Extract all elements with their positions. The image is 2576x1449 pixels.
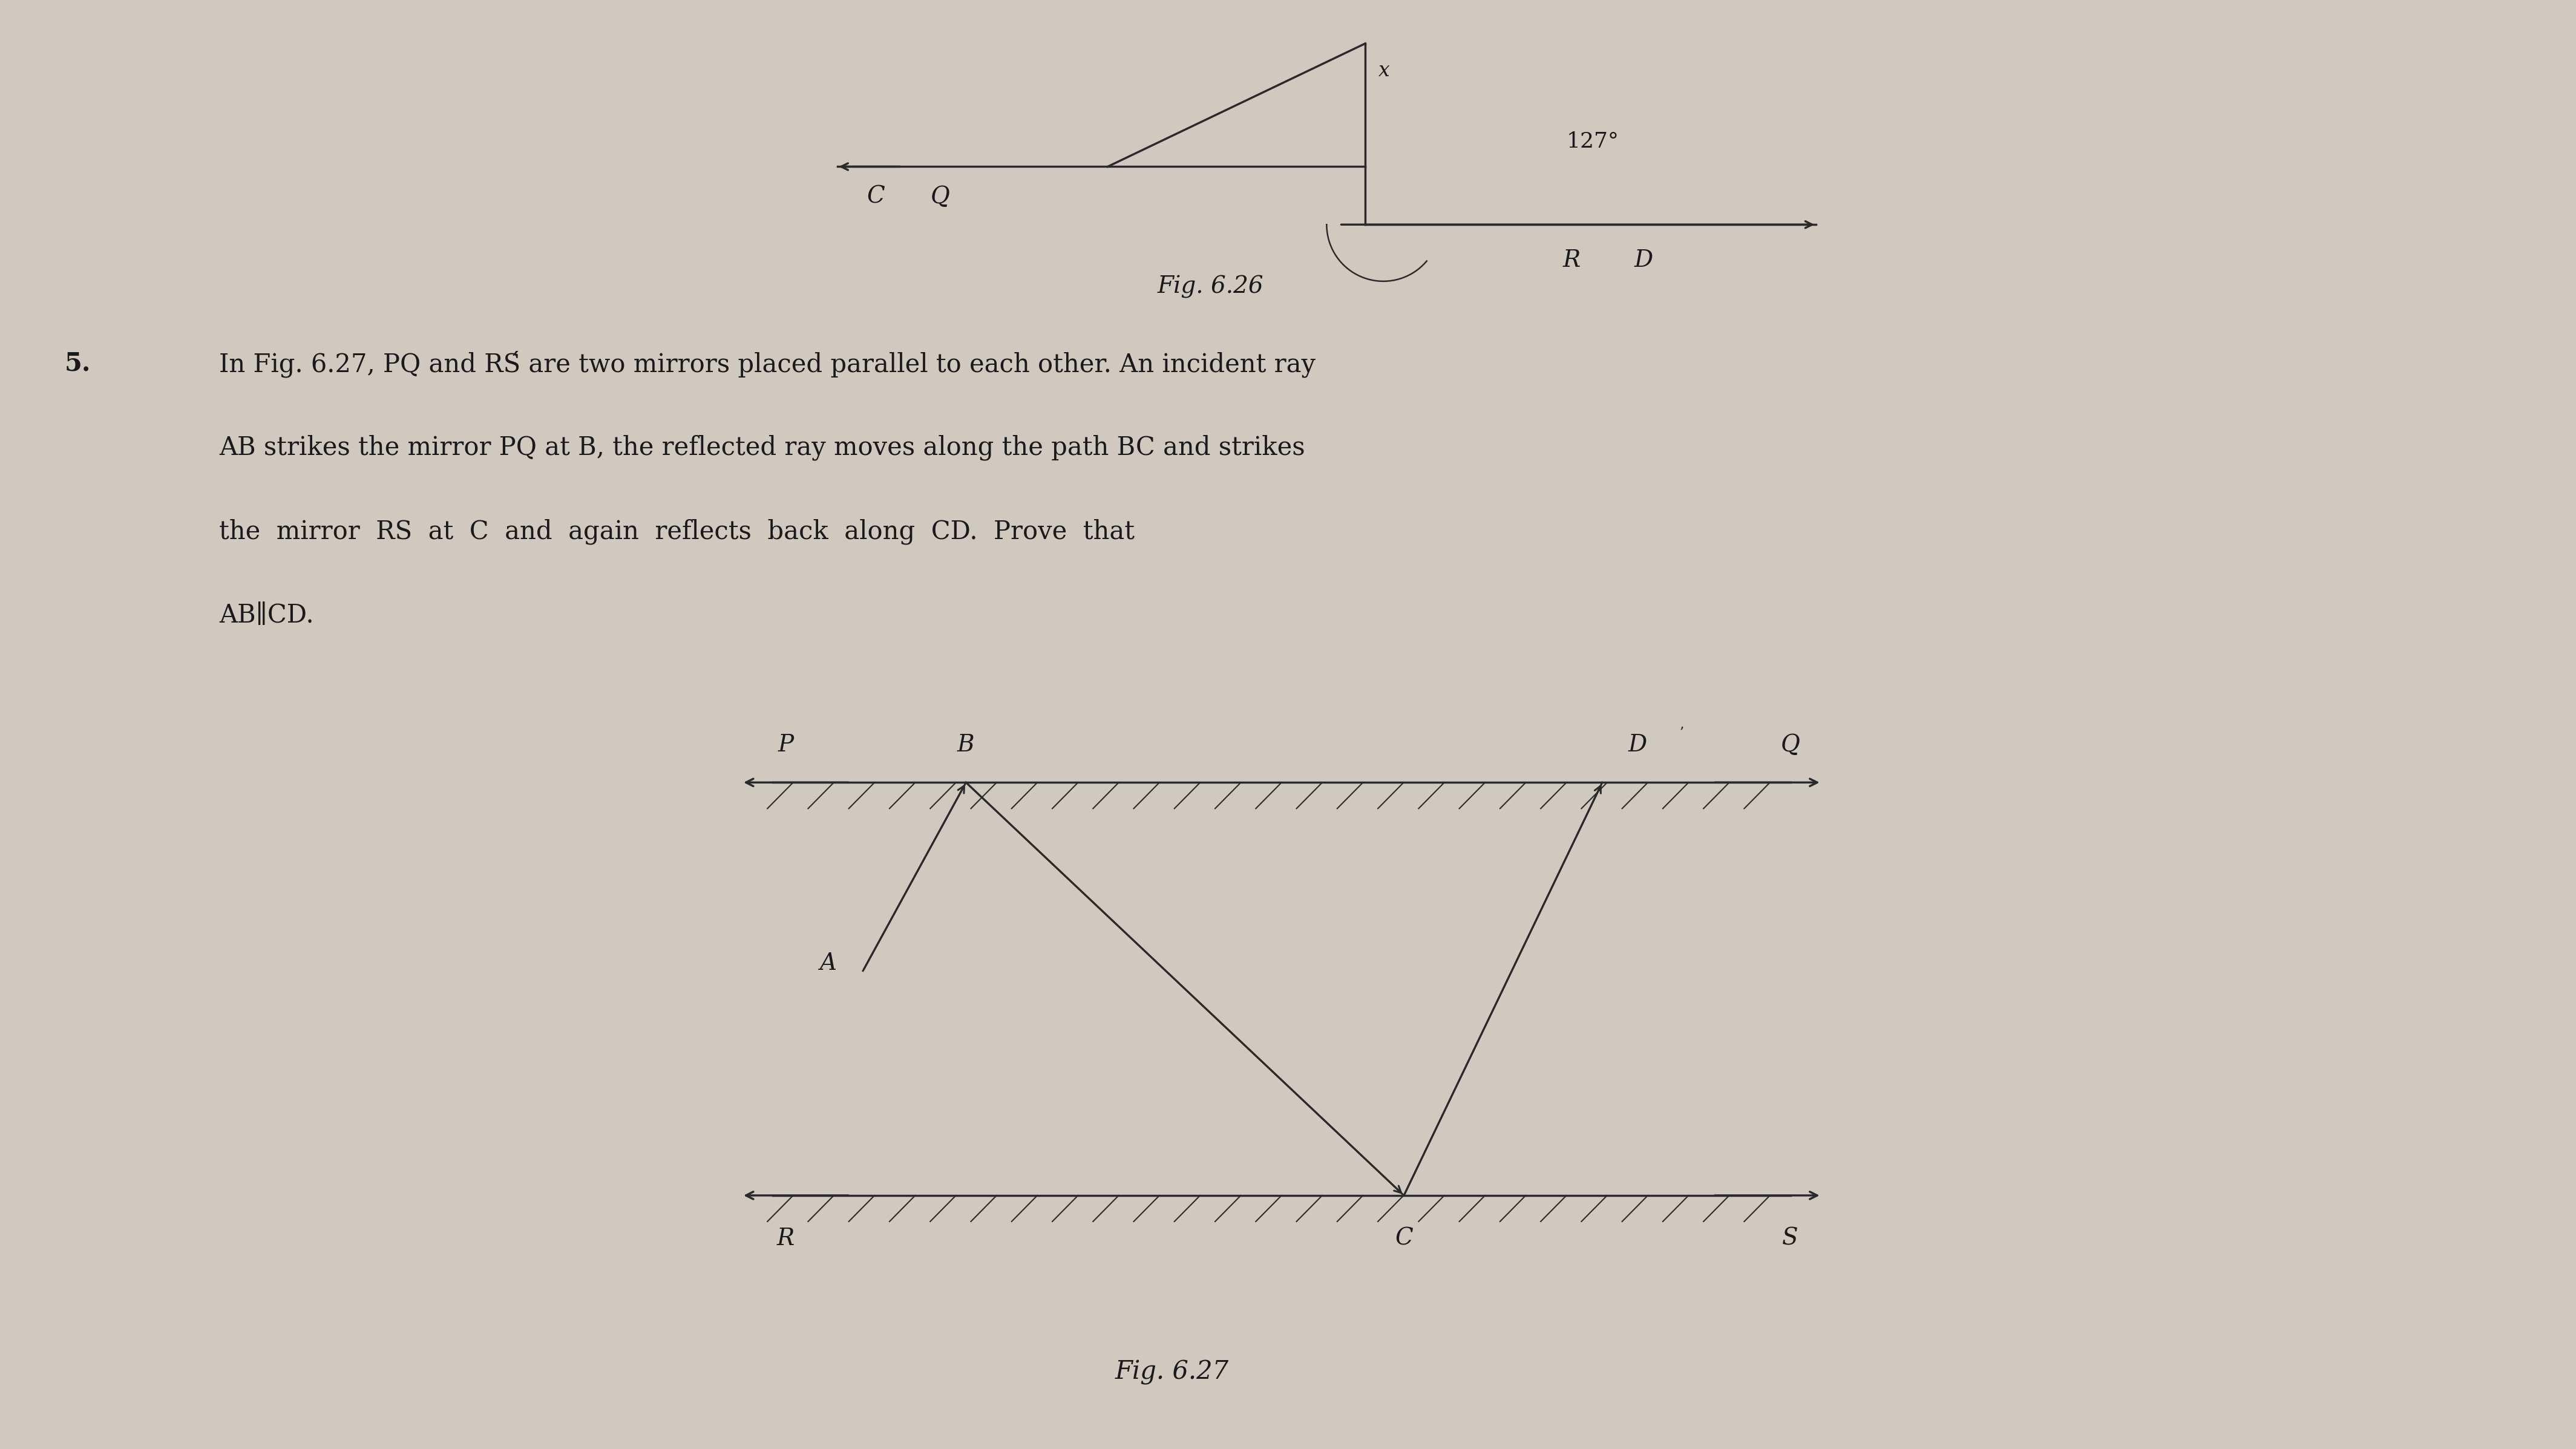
Text: C: C xyxy=(1396,1227,1412,1249)
Text: B: B xyxy=(958,735,974,756)
Text: AB strikes the mirror PQ at B, the reflected ray moves along the path BC and str: AB strikes the mirror PQ at B, the refle… xyxy=(219,435,1306,461)
Text: R: R xyxy=(778,1227,793,1249)
Text: C: C xyxy=(868,185,884,207)
Text: A: A xyxy=(819,952,837,975)
Text: 5.: 5. xyxy=(64,351,90,377)
Text: AB∥CD.: AB∥CD. xyxy=(219,603,314,629)
Text: Fig. 6.26: Fig. 6.26 xyxy=(1157,275,1265,298)
Text: Fig. 6.27: Fig. 6.27 xyxy=(1115,1359,1229,1385)
Text: In Fig. 6.27, PQ and RŚ are two mirrors placed parallel to each other. An incid: In Fig. 6.27, PQ and RŚ are two mirrors… xyxy=(219,351,1316,378)
Text: Q: Q xyxy=(1780,735,1801,756)
Text: the  mirror  RS  at  C  and  again  reflects  back  along  CD.  Prove  that: the mirror RS at C and again reflects ba… xyxy=(219,519,1133,545)
Text: P: P xyxy=(778,735,793,756)
Text: D: D xyxy=(1628,735,1646,756)
Text: Q: Q xyxy=(930,185,951,207)
Text: R: R xyxy=(1564,249,1579,271)
Text: D: D xyxy=(1633,249,1654,271)
Text: x: x xyxy=(1378,61,1388,80)
Text: ’: ’ xyxy=(1680,726,1685,739)
Text: 127°: 127° xyxy=(1566,132,1618,152)
Text: S: S xyxy=(1783,1227,1798,1249)
